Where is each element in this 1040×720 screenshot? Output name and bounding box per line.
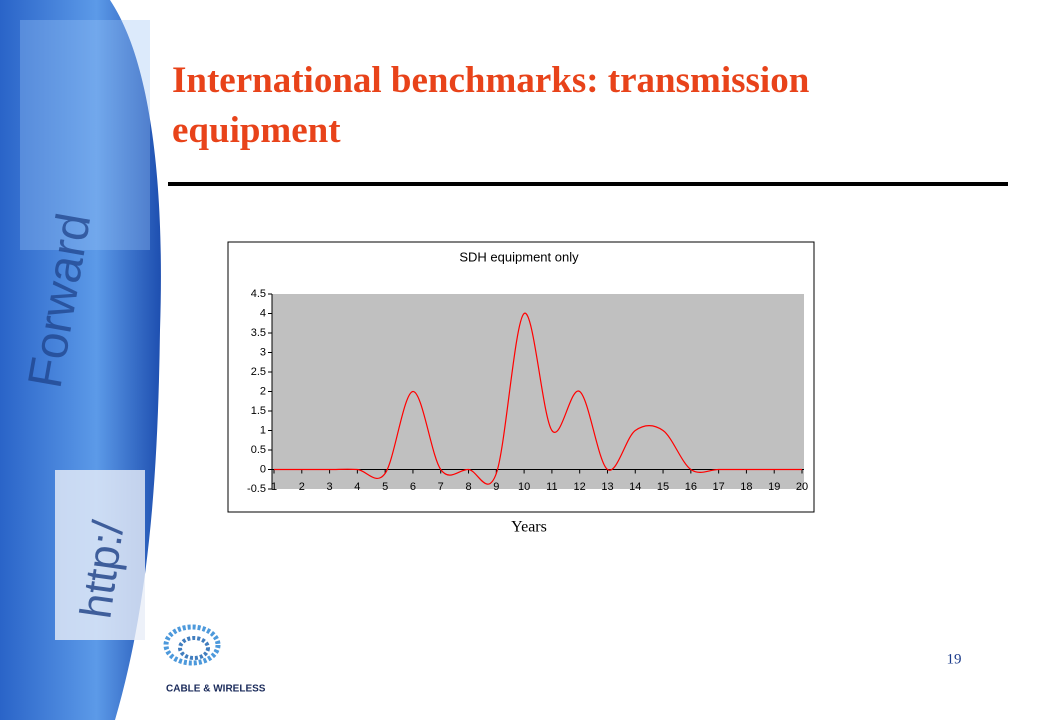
x-tick-label: 4: [354, 481, 360, 493]
y-tick-label: 3.5: [251, 327, 266, 339]
x-tick-label: 19: [768, 481, 780, 493]
x-tick-label: 20: [796, 481, 808, 493]
x-tick-label: 12: [574, 481, 586, 493]
x-tick-label: 1: [271, 481, 277, 493]
y-tick-label: 2.5: [251, 366, 266, 378]
x-tick-label: 9: [493, 481, 499, 493]
y-tick-label: -0.5: [247, 483, 266, 495]
x-axis-label: Years: [511, 519, 547, 536]
y-tick-label: 0.5: [251, 444, 266, 456]
y-tick-label: 4: [260, 307, 266, 319]
y-tick-label: 0: [260, 463, 266, 475]
logo: CABLE & WIRELESS: [163, 624, 266, 695]
x-tick-label: 11: [546, 481, 557, 493]
y-tick-label: 1: [260, 424, 266, 436]
x-tick-label: 17: [713, 481, 725, 493]
y-tick-label: 2: [260, 385, 266, 397]
x-tick-label: 7: [438, 481, 444, 493]
page-number: 19: [947, 651, 962, 667]
x-tick-label: 18: [740, 481, 752, 493]
slide-title: International benchmarks: transmission: [172, 60, 810, 101]
x-tick-label: 13: [601, 481, 613, 493]
background-box: [55, 470, 145, 640]
y-tick-label: 1.5: [251, 405, 266, 417]
logo-text: CABLE & WIRELESS: [166, 684, 266, 695]
slide-title: equipment: [172, 110, 341, 151]
x-tick-label: 10: [518, 481, 530, 493]
y-tick-label: 4.5: [251, 288, 266, 300]
line-series: [274, 312, 802, 485]
x-tick-label: 8: [465, 481, 471, 493]
x-tick-label: 2: [299, 481, 305, 493]
x-tick-label: 14: [629, 481, 641, 493]
x-tick-label: 6: [410, 481, 416, 493]
y-tick-label: 3: [260, 346, 266, 358]
plot: -0.500.511.522.533.544.51 2 3 4 5 6 7 8 9 10 11 12 1…: [247, 288, 808, 495]
x-tick-label: 3: [327, 481, 333, 493]
x-tick-label: 15: [657, 481, 669, 493]
chart-title: SDH equipment only: [459, 249, 579, 264]
background-panel: [20, 20, 150, 250]
x-tick-label: 16: [685, 481, 697, 493]
plot-area: [272, 294, 804, 489]
title-rule: [168, 182, 1008, 186]
x-tick-label: 5: [382, 481, 388, 493]
